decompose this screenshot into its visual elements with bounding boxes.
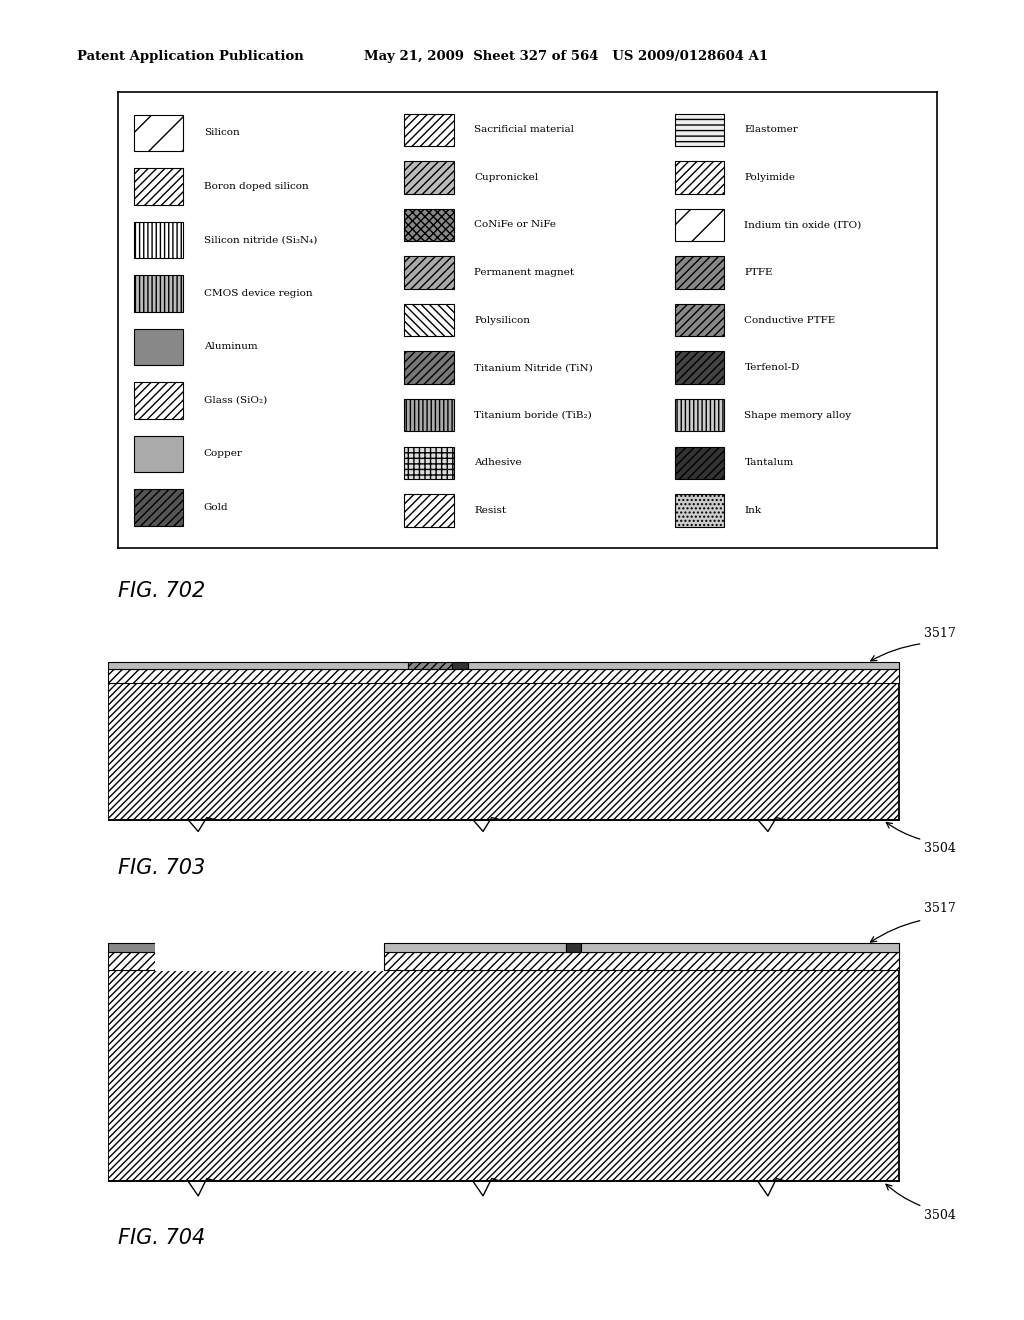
FancyBboxPatch shape bbox=[155, 952, 384, 970]
Text: Terfenol-D: Terfenol-D bbox=[744, 363, 800, 372]
Text: Resist: Resist bbox=[474, 506, 506, 515]
Text: Polyimide: Polyimide bbox=[744, 173, 796, 182]
Text: Permanent magnet: Permanent magnet bbox=[474, 268, 574, 277]
Text: FIG. 704: FIG. 704 bbox=[118, 1228, 205, 1247]
FancyBboxPatch shape bbox=[108, 970, 899, 1181]
Text: 3504: 3504 bbox=[924, 1209, 956, 1222]
Text: CoNiFe or NiFe: CoNiFe or NiFe bbox=[474, 220, 556, 230]
FancyBboxPatch shape bbox=[409, 661, 452, 669]
FancyBboxPatch shape bbox=[404, 399, 454, 432]
FancyBboxPatch shape bbox=[675, 256, 724, 289]
FancyBboxPatch shape bbox=[108, 661, 409, 669]
FancyBboxPatch shape bbox=[404, 256, 454, 289]
Text: 3504: 3504 bbox=[924, 842, 956, 855]
FancyBboxPatch shape bbox=[134, 275, 183, 312]
Text: Polysilicon: Polysilicon bbox=[474, 315, 530, 325]
Text: Copper: Copper bbox=[204, 449, 243, 458]
Text: Patent Application Publication: Patent Application Publication bbox=[77, 50, 303, 63]
FancyBboxPatch shape bbox=[134, 490, 183, 525]
FancyBboxPatch shape bbox=[108, 942, 155, 952]
FancyBboxPatch shape bbox=[108, 952, 155, 970]
FancyBboxPatch shape bbox=[581, 942, 899, 952]
Text: Ink: Ink bbox=[744, 506, 762, 515]
Text: Titanium Nitride (TiN): Titanium Nitride (TiN) bbox=[474, 363, 593, 372]
Text: Tantalum: Tantalum bbox=[744, 458, 794, 467]
FancyBboxPatch shape bbox=[675, 114, 724, 147]
FancyBboxPatch shape bbox=[108, 684, 899, 820]
Text: 3517: 3517 bbox=[924, 903, 955, 916]
FancyBboxPatch shape bbox=[134, 329, 183, 366]
FancyBboxPatch shape bbox=[452, 661, 468, 669]
Text: Glass (SiO₂): Glass (SiO₂) bbox=[204, 396, 267, 405]
Text: Adhesive: Adhesive bbox=[474, 458, 522, 467]
FancyBboxPatch shape bbox=[404, 351, 454, 384]
FancyBboxPatch shape bbox=[134, 436, 183, 473]
Text: FIG. 703: FIG. 703 bbox=[118, 858, 205, 878]
Text: 3517: 3517 bbox=[924, 627, 955, 640]
FancyBboxPatch shape bbox=[108, 669, 899, 684]
FancyBboxPatch shape bbox=[134, 168, 183, 205]
FancyBboxPatch shape bbox=[404, 494, 454, 527]
FancyBboxPatch shape bbox=[566, 942, 581, 952]
FancyBboxPatch shape bbox=[134, 222, 183, 257]
Text: PTFE: PTFE bbox=[744, 268, 773, 277]
Text: Boron doped silicon: Boron doped silicon bbox=[204, 182, 308, 191]
Text: Titanium boride (TiB₂): Titanium boride (TiB₂) bbox=[474, 411, 592, 420]
FancyBboxPatch shape bbox=[384, 952, 899, 970]
FancyBboxPatch shape bbox=[675, 209, 724, 242]
Text: May 21, 2009  Sheet 327 of 564   US 2009/0128604 A1: May 21, 2009 Sheet 327 of 564 US 2009/01… bbox=[364, 50, 768, 63]
Text: Sacrificial material: Sacrificial material bbox=[474, 125, 574, 135]
Text: Aluminum: Aluminum bbox=[204, 342, 257, 351]
Text: Gold: Gold bbox=[204, 503, 228, 512]
FancyBboxPatch shape bbox=[404, 114, 454, 147]
Text: Silicon: Silicon bbox=[204, 128, 240, 137]
Text: Shape memory alloy: Shape memory alloy bbox=[744, 411, 852, 420]
Text: Silicon nitride (Si₃N₄): Silicon nitride (Si₃N₄) bbox=[204, 235, 317, 244]
FancyBboxPatch shape bbox=[468, 661, 899, 669]
Text: Indium tin oxide (ITO): Indium tin oxide (ITO) bbox=[744, 220, 862, 230]
FancyBboxPatch shape bbox=[134, 383, 183, 418]
FancyBboxPatch shape bbox=[134, 115, 183, 150]
Text: CMOS device region: CMOS device region bbox=[204, 289, 312, 298]
FancyBboxPatch shape bbox=[155, 942, 384, 952]
FancyBboxPatch shape bbox=[675, 351, 724, 384]
FancyBboxPatch shape bbox=[675, 399, 724, 432]
Text: Conductive PTFE: Conductive PTFE bbox=[744, 315, 836, 325]
FancyBboxPatch shape bbox=[675, 494, 724, 527]
FancyBboxPatch shape bbox=[675, 161, 724, 194]
Text: FIG. 702: FIG. 702 bbox=[118, 581, 205, 601]
FancyBboxPatch shape bbox=[404, 209, 454, 242]
FancyBboxPatch shape bbox=[384, 942, 566, 952]
Text: Elastomer: Elastomer bbox=[744, 125, 798, 135]
FancyBboxPatch shape bbox=[675, 304, 724, 337]
FancyBboxPatch shape bbox=[404, 304, 454, 337]
FancyBboxPatch shape bbox=[675, 446, 724, 479]
Text: Cupronickel: Cupronickel bbox=[474, 173, 539, 182]
FancyBboxPatch shape bbox=[404, 446, 454, 479]
FancyBboxPatch shape bbox=[404, 161, 454, 194]
